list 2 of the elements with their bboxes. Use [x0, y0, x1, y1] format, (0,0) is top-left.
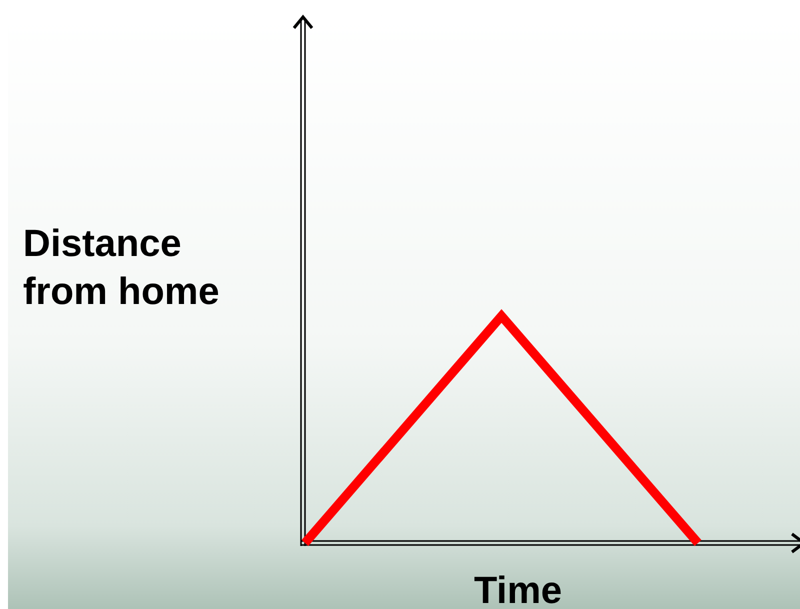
- x-axis-title: Time: [472, 570, 563, 609]
- y-axis-title: Distance from home: [23, 222, 220, 315]
